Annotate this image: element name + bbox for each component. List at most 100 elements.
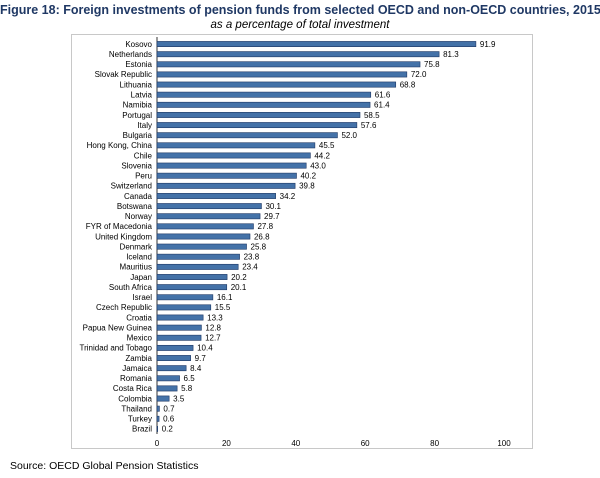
bar (157, 122, 357, 127)
bar (157, 305, 211, 310)
value-label: 20.1 (231, 283, 247, 292)
value-label: 91.9 (480, 40, 496, 49)
value-label: 40.2 (300, 172, 316, 181)
x-tick-label: 100 (497, 439, 511, 448)
category-label: Papua New Guinea (83, 323, 153, 332)
category-label: Czech Republic (96, 303, 152, 312)
category-label: Turkey (128, 415, 152, 424)
category-label: Netherlands (109, 50, 152, 59)
category-label: Botswana (117, 202, 153, 211)
bar (157, 335, 201, 340)
category-label: Romania (120, 374, 153, 383)
value-label: 0.7 (163, 404, 175, 413)
x-tick-label: 80 (430, 439, 439, 448)
value-label: 81.3 (443, 50, 459, 59)
category-label: Bulgaria (123, 131, 153, 140)
bar (157, 254, 240, 259)
value-label: 12.7 (205, 334, 221, 343)
category-label: Switzerland (111, 182, 152, 191)
value-label: 15.5 (215, 303, 231, 312)
value-label: 0.6 (163, 415, 175, 424)
bar (157, 244, 247, 249)
value-label: 5.8 (181, 384, 193, 393)
category-label: Namibia (123, 101, 153, 110)
category-label: Canada (124, 192, 153, 201)
bar (157, 214, 260, 219)
value-label: 20.2 (231, 273, 247, 282)
category-label: FYR of Macedonia (86, 222, 153, 231)
value-label: 68.8 (400, 80, 416, 89)
source-note: Source: OECD Global Pension Statistics (10, 460, 199, 472)
bar (157, 315, 203, 320)
bar (157, 41, 476, 46)
category-label: Latvia (131, 91, 153, 100)
category-label: Israel (132, 293, 152, 302)
category-label: United Kingdom (95, 232, 152, 241)
value-label: 16.1 (217, 293, 233, 302)
value-label: 23.4 (242, 263, 258, 272)
bar (157, 376, 180, 381)
category-label: Hong Kong, China (87, 141, 153, 150)
value-label: 52.0 (341, 131, 357, 140)
bar (157, 234, 250, 239)
bar (157, 274, 227, 279)
bar (157, 345, 193, 350)
category-label: Slovak Republic (95, 70, 152, 79)
bar (157, 92, 371, 97)
category-label: Peru (135, 172, 152, 181)
value-label: 8.4 (190, 364, 202, 373)
category-label: Trinidad and Tobago (80, 344, 153, 353)
x-tick-label: 20 (222, 439, 231, 448)
value-label: 45.5 (319, 141, 335, 150)
value-label: 57.6 (361, 121, 377, 130)
category-label: Thailand (121, 404, 152, 413)
category-label: Mexico (127, 334, 153, 343)
category-label: Norway (125, 212, 152, 221)
x-tick-label: 60 (361, 439, 370, 448)
bar (157, 416, 159, 421)
bar (157, 325, 201, 330)
value-label: 12.8 (205, 323, 221, 332)
category-label: Mauritius (120, 263, 152, 272)
bar (157, 264, 238, 269)
bar (157, 203, 261, 208)
bar (157, 102, 370, 107)
bar (157, 406, 159, 411)
category-label: Kosovo (125, 40, 152, 49)
value-label: 9.7 (195, 354, 207, 363)
category-label: Colombia (118, 394, 152, 403)
value-label: 39.8 (299, 182, 315, 191)
value-label: 61.4 (374, 101, 390, 110)
value-label: 34.2 (280, 192, 296, 201)
bar (157, 224, 253, 229)
category-label: Denmark (120, 242, 153, 251)
value-label: 72.0 (411, 70, 427, 79)
value-label: 44.2 (314, 151, 330, 160)
bar (157, 163, 306, 168)
value-label: 26.8 (254, 232, 270, 241)
category-label: Costa Rica (113, 384, 153, 393)
category-label: Iceland (126, 253, 152, 262)
category-label: Chile (134, 151, 153, 160)
bar (157, 193, 276, 198)
bar (157, 52, 439, 57)
bar (157, 62, 420, 67)
bar (157, 396, 169, 401)
value-label: 27.8 (257, 222, 273, 231)
bar (157, 112, 360, 117)
bar (157, 143, 315, 148)
bar (157, 386, 177, 391)
bar (157, 153, 310, 158)
value-label: 10.4 (197, 344, 213, 353)
bar (157, 426, 158, 431)
bar (157, 355, 191, 360)
value-label: 23.8 (244, 253, 260, 262)
bar-chart: 0 20 40 60 80 100Kosovo 91.9Netherlands 81.3Est… (0, 0, 600, 478)
value-label: 75.8 (424, 60, 440, 69)
bar (157, 133, 337, 138)
value-label: 6.5 (184, 374, 196, 383)
bar (157, 366, 186, 371)
value-label: 43.0 (310, 161, 326, 170)
bar (157, 295, 213, 300)
bar-layer (157, 41, 476, 431)
